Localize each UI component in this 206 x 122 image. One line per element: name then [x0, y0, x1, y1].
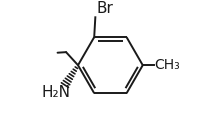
Text: CH₃: CH₃	[154, 58, 180, 72]
Text: Br: Br	[97, 1, 114, 16]
Text: H₂N: H₂N	[42, 85, 71, 100]
